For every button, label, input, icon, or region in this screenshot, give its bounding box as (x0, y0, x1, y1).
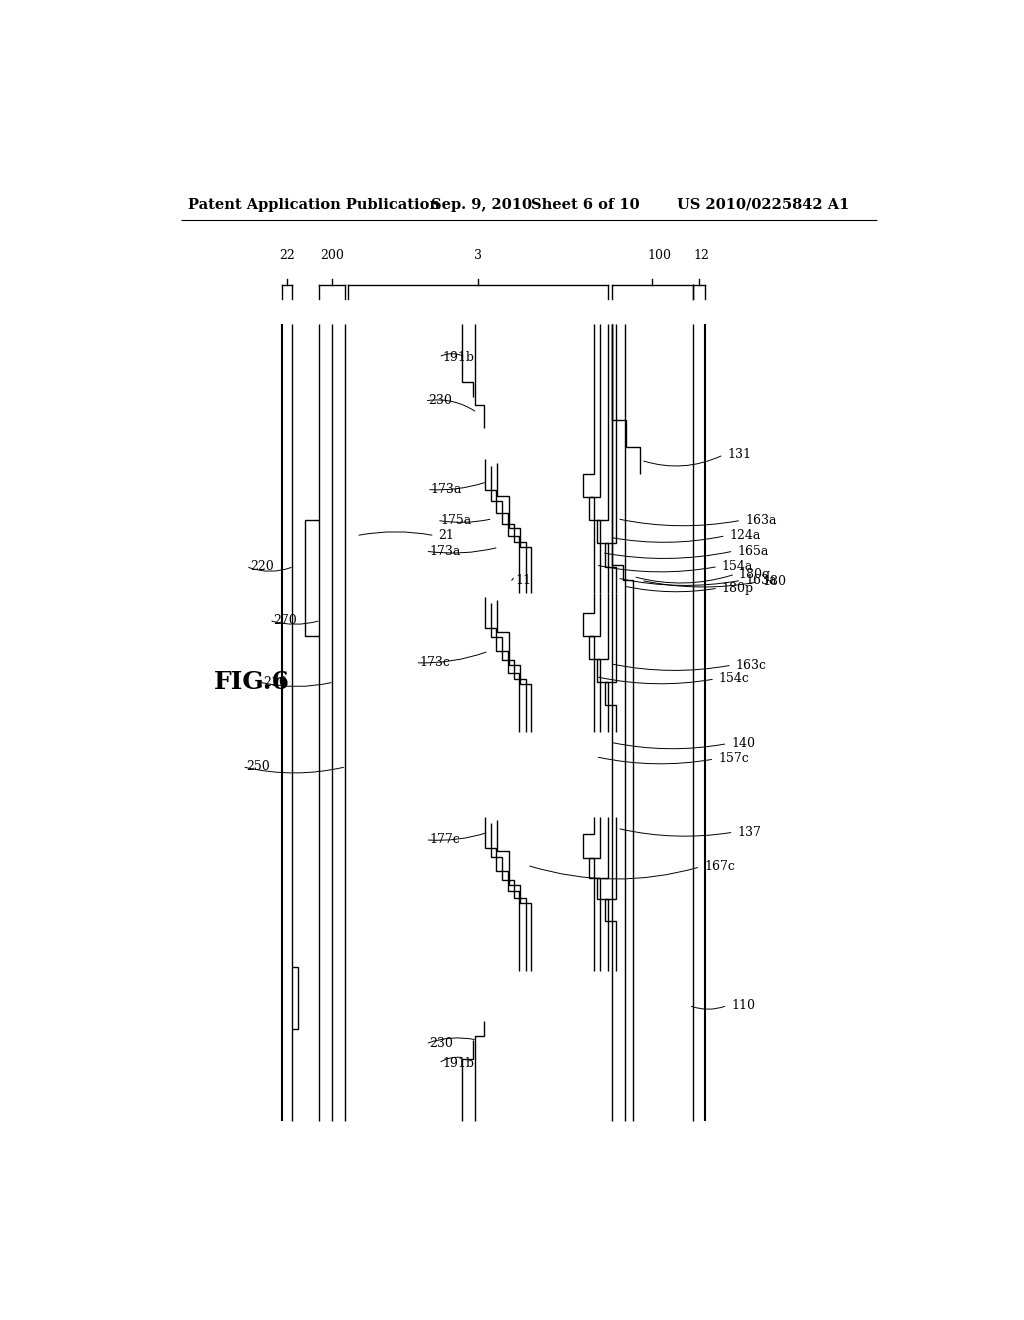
Text: 210: 210 (263, 676, 287, 689)
Text: 180p: 180p (722, 582, 754, 594)
Text: Sheet 6 of 10: Sheet 6 of 10 (531, 198, 640, 211)
Text: 173a: 173a (431, 483, 462, 496)
Text: 154c: 154c (719, 672, 750, 685)
Text: 163a: 163a (745, 513, 776, 527)
Text: 165a: 165a (737, 545, 769, 557)
Text: 124a: 124a (730, 529, 761, 543)
Text: 173a: 173a (429, 545, 461, 557)
Text: 163a: 163a (745, 574, 776, 587)
Text: Patent Application Publication: Patent Application Publication (188, 198, 440, 211)
Text: Sep. 9, 2010: Sep. 9, 2010 (431, 198, 531, 211)
Text: 177c: 177c (429, 833, 460, 846)
Text: 140: 140 (731, 737, 755, 750)
Text: 11: 11 (515, 574, 531, 587)
Text: 167c: 167c (705, 861, 735, 874)
Text: 191b: 191b (442, 351, 474, 363)
Text: 157c: 157c (718, 752, 749, 766)
Text: 180q: 180q (739, 568, 771, 581)
Text: 250: 250 (246, 760, 269, 774)
Text: 191b: 191b (442, 1056, 474, 1069)
Text: 220: 220 (250, 560, 273, 573)
Text: 131: 131 (727, 449, 752, 462)
Text: 137: 137 (737, 825, 761, 838)
Text: 3: 3 (474, 249, 482, 263)
Text: US 2010/0225842 A1: US 2010/0225842 A1 (677, 198, 850, 211)
Text: FIG.6: FIG.6 (214, 671, 290, 694)
Text: 173c: 173c (419, 656, 451, 669)
Text: 154a: 154a (722, 560, 754, 573)
Text: 100: 100 (648, 249, 672, 263)
Text: 230: 230 (429, 1038, 454, 1051)
Text: 12: 12 (693, 249, 709, 263)
Text: 175a: 175a (441, 513, 472, 527)
Text: 200: 200 (319, 249, 344, 263)
Text: 230: 230 (429, 395, 453, 408)
Text: 270: 270 (273, 614, 297, 627)
Text: 163c: 163c (736, 659, 767, 672)
Text: 110: 110 (731, 999, 755, 1012)
Text: 180: 180 (762, 576, 786, 589)
Text: 22: 22 (280, 249, 295, 263)
Text: 21: 21 (438, 529, 455, 543)
